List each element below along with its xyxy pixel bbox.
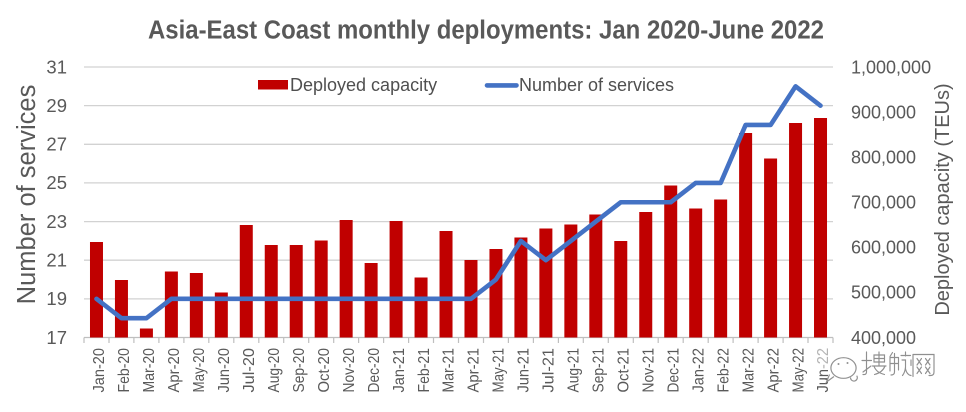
svg-text:Oct-20: Oct-20 [316, 348, 333, 393]
svg-text:Aug-21: Aug-21 [566, 348, 583, 393]
svg-text:Jan-22: Jan-22 [690, 348, 707, 393]
svg-text:Feb-22: Feb-22 [715, 348, 732, 393]
svg-text:25: 25 [46, 172, 67, 193]
svg-text:19: 19 [46, 288, 67, 309]
svg-text:Apr-22: Apr-22 [765, 348, 782, 393]
svg-text:Jun-20: Jun-20 [216, 348, 233, 393]
svg-text:Number of services: Number of services [13, 85, 41, 305]
svg-text:May-20: May-20 [191, 348, 208, 393]
svg-text:900,000: 900,000 [851, 102, 916, 122]
svg-text:Feb-20: Feb-20 [116, 348, 133, 393]
svg-text:Jan-20: Jan-20 [91, 348, 108, 393]
svg-text:21: 21 [46, 250, 67, 271]
svg-text:17: 17 [46, 327, 67, 348]
svg-text:Apr-20: Apr-20 [166, 348, 183, 393]
svg-text:700,000: 700,000 [851, 193, 916, 213]
svg-text:Sep-21: Sep-21 [591, 348, 608, 393]
svg-text:29: 29 [46, 95, 67, 116]
svg-text:400,000: 400,000 [851, 328, 916, 348]
svg-text:500,000: 500,000 [851, 283, 916, 303]
svg-text:Dec-20: Dec-20 [366, 348, 383, 393]
svg-text:Jun-21: Jun-21 [516, 348, 533, 393]
svg-text:Mar-21: Mar-21 [441, 348, 458, 393]
svg-text:Feb-21: Feb-21 [416, 348, 433, 393]
svg-text:Nov-21: Nov-21 [640, 348, 657, 393]
svg-text:Deployed capacity (TEUs): Deployed capacity (TEUs) [932, 83, 954, 315]
svg-text:31: 31 [46, 56, 67, 77]
svg-text:600,000: 600,000 [851, 238, 916, 258]
svg-text:Jul-21: Jul-21 [541, 348, 558, 393]
svg-text:May-22: May-22 [790, 348, 807, 393]
svg-text:Asia-East Coast monthly deploy: Asia-East Coast monthly deployments: Jan… [148, 17, 824, 45]
svg-text:Apr-21: Apr-21 [466, 348, 483, 393]
svg-text:23: 23 [46, 211, 67, 232]
svg-text:27: 27 [46, 134, 67, 155]
svg-text:May-21: May-21 [491, 348, 508, 393]
svg-text:Mar-22: Mar-22 [740, 348, 757, 393]
svg-text:Number of services: Number of services [519, 75, 674, 95]
svg-text:1,000,000: 1,000,000 [851, 57, 931, 77]
svg-text:Jul-20: Jul-20 [241, 348, 258, 393]
svg-text:Jan-21: Jan-21 [391, 348, 408, 393]
svg-text:Sep-20: Sep-20 [291, 348, 308, 393]
svg-text:Oct-21: Oct-21 [615, 348, 632, 393]
svg-text:800,000: 800,000 [851, 148, 916, 168]
svg-text:Deployed capacity: Deployed capacity [290, 75, 437, 95]
svg-text:Mar-20: Mar-20 [141, 348, 158, 393]
svg-text:Nov-20: Nov-20 [341, 348, 358, 393]
svg-text:Dec-21: Dec-21 [665, 348, 682, 393]
svg-text:Aug-20: Aug-20 [266, 348, 283, 393]
